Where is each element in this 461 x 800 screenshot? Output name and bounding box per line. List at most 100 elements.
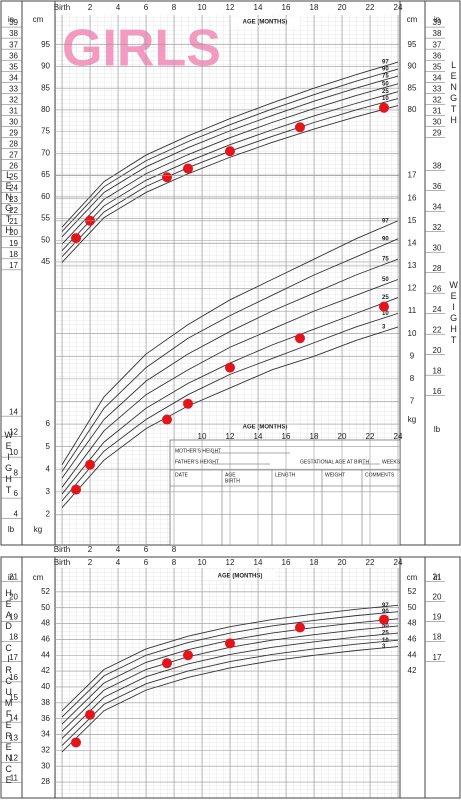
y-tick-label: 52: [408, 587, 417, 596]
y-unit: kg: [408, 415, 416, 424]
y2-tick-label: 19: [433, 613, 442, 622]
y-tick-label: 50: [41, 603, 50, 612]
y2-tick-label: 17: [9, 261, 18, 270]
y2-tick-label: 32: [433, 95, 442, 104]
percentile-curve: [61, 258, 399, 479]
y2-tick-label: 37: [9, 40, 18, 49]
y2-tick-label: 39: [9, 18, 18, 27]
y2-tick-label: 29: [9, 129, 18, 138]
percentile-curve: [61, 105, 399, 263]
y2-tick-label: 23: [9, 195, 18, 204]
y2-unit: in: [434, 573, 440, 582]
y2-tick-label: 26: [433, 284, 442, 293]
measurement-point: [225, 638, 235, 649]
percentile-curve: [61, 312, 399, 502]
form-header: DATE: [175, 472, 189, 478]
percentile-curve: [61, 632, 399, 739]
y2-tick-label: 28: [9, 140, 18, 149]
percentile-curve: [61, 220, 399, 465]
y2-tick-label: 34: [9, 73, 18, 82]
measurement-point: [379, 614, 389, 625]
y2-tick-label: 36: [433, 182, 442, 191]
y2-tick-label: 24: [9, 184, 18, 193]
y2-tick-label: 38: [433, 29, 442, 38]
x-tick-label: 12: [226, 432, 235, 441]
percentile-label: 50: [382, 624, 389, 630]
percentile-label: 97: [382, 60, 389, 66]
percentile-label: 10: [382, 311, 389, 317]
y2-tick-label: 35: [9, 62, 18, 71]
y-unit: cm: [33, 15, 44, 24]
y-tick-label: 15: [408, 216, 417, 225]
percentile-curve: [61, 639, 399, 746]
percentile-curve: [61, 68, 399, 232]
y2-tick-label: 21: [9, 217, 18, 226]
y2-tick-label: 27: [9, 151, 18, 160]
y2-tick-label: 10: [9, 448, 18, 457]
y-tick-label: 38: [41, 698, 50, 707]
x-axis-label: AGE (MONTHS): [218, 574, 263, 580]
y2-tick-label: 29: [433, 129, 442, 138]
x-tick-label: 4: [116, 558, 121, 567]
percentile-curve: [61, 604, 399, 712]
y2-tick-label: 38: [9, 29, 18, 38]
x-tick-label: 8: [172, 545, 177, 554]
y-tick-label: 17: [408, 171, 417, 180]
y2-tick-label: 22: [433, 325, 442, 334]
x-tick-label: 20: [338, 3, 347, 12]
y-tick-label: 70: [41, 148, 50, 157]
y2-tick-label: 17: [9, 653, 18, 662]
percentile-label: 50: [382, 81, 389, 87]
y-tick-label: 80: [41, 105, 50, 114]
percentile-label: 75: [382, 74, 389, 80]
percentile-label: 97: [382, 603, 389, 609]
form: MOTHER'S HEIGHT FATHER'S HEIGHT GESTATIO…: [170, 448, 401, 545]
percentile-curve: [61, 646, 399, 753]
x-tick-label: 24: [394, 432, 403, 441]
y-axis-label: LENGTH: [449, 60, 459, 126]
x-tick-label: 4: [116, 3, 121, 12]
y2-tick-label: 21: [433, 572, 442, 581]
label-bg: [230, 422, 300, 431]
y-unit: cm: [407, 15, 418, 24]
percentile-label: 25: [382, 89, 389, 95]
y2-tick-label: 34: [433, 73, 442, 82]
measurement-point: [295, 333, 305, 344]
percentile-label: 3: [382, 644, 386, 650]
y2-unit: in: [8, 573, 14, 582]
percentile-label: 10: [382, 638, 389, 644]
y-tick-label: 10: [408, 329, 417, 338]
y2-tick-label: 13: [9, 733, 18, 742]
y-tick-label: 90: [41, 62, 50, 71]
x-tick-label: 20: [338, 432, 347, 441]
y2-tick-label: 19: [9, 239, 18, 248]
measurement-point: [295, 122, 305, 133]
y-tick-label: 42: [408, 666, 417, 675]
x-tick-label: 24: [394, 3, 403, 12]
x-tick-label: 2: [88, 558, 93, 567]
y-unit: cm: [33, 573, 44, 582]
y2-tick-label: 16: [433, 387, 442, 396]
measurement-point: [162, 172, 172, 183]
x-tick-label: 20: [338, 558, 347, 567]
y2-tick-label: 20: [9, 228, 18, 237]
x-tick-label: 8: [172, 558, 177, 567]
x-tick-label: 22: [366, 432, 375, 441]
y-tick-label: 95: [408, 40, 417, 49]
y2-tick-label: 6: [14, 489, 19, 498]
y2-unit: in: [8, 15, 14, 24]
y-unit: cm: [407, 573, 418, 582]
x-tick-label: 22: [366, 3, 375, 12]
percentile-label: 75: [382, 257, 389, 263]
y-tick-label: 36: [41, 714, 50, 723]
y-tick-label: 46: [408, 635, 417, 644]
y2-unit: in: [434, 15, 440, 24]
percentile-label: 90: [382, 236, 389, 242]
y2-tick-label: 32: [9, 95, 18, 104]
y-tick-label: 65: [41, 170, 50, 179]
y-tick-label: 44: [41, 650, 50, 659]
x-tick-label: 18: [310, 432, 319, 441]
minor-grid: [55, 568, 400, 798]
y2-tick-label: 32: [433, 223, 442, 232]
